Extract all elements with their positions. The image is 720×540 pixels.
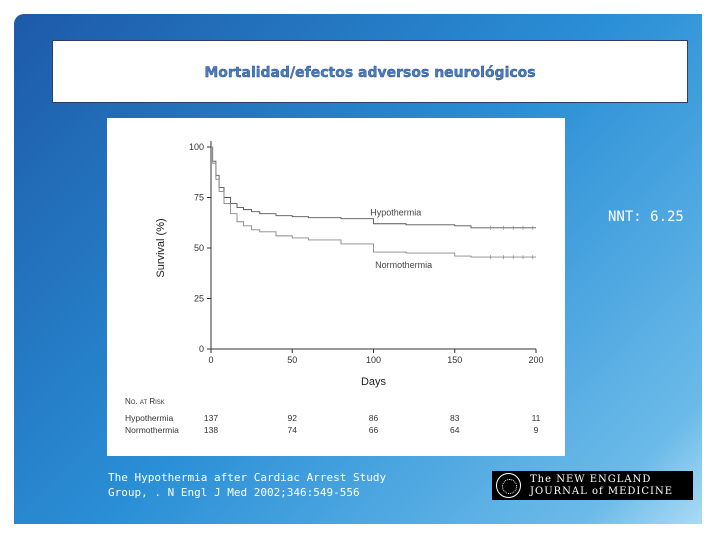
at-risk-row-label: Normothermia [125,425,179,435]
y-tick-label: 100 [189,142,204,152]
citation: The Hypothermia after Cardiac Arrest Stu… [108,470,386,500]
x-tick-label: 0 [208,355,213,365]
at-risk-value: 83 [450,413,460,423]
y-tick-label: 25 [194,294,204,304]
at-risk-value: 9 [534,425,539,435]
at-risk-value: 138 [204,425,218,435]
nnt-label: NNT: 6.25 [608,209,684,225]
slide-title: Mortalidad/efectos adversos neurológicos [204,65,536,81]
x-axis-label: Days [361,376,387,388]
nejm-logo-line-2: JOURNAL of MEDICINE [530,486,674,497]
at-risk-value: 74 [288,425,298,435]
at-risk-row-label: Hypothermia [125,413,173,423]
at-risk-value: 92 [288,413,298,423]
title-box: Mortalidad/efectos adversos neurológicos [52,40,688,103]
x-tick-label: 100 [366,355,381,365]
series-label-normothermia: Normothermia [375,260,432,270]
citation-line-2: Group, . N Engl J Med 2002;346:549-556 [108,486,360,499]
at-risk-value: 11 [532,413,541,423]
nejm-seal-icon [496,473,521,498]
series-label-hypothermia: Hypothermia [370,208,421,218]
nejm-logo: The NEW ENGLAND JOURNAL of MEDICINE [492,471,693,500]
series-line-normothermia [211,146,536,258]
y-tick-label: 75 [194,193,204,203]
citation-line-1: The Hypothermia after Cardiac Arrest Stu… [108,471,387,484]
y-tick-label: 50 [194,243,204,253]
survival-figure: 0 25 50 75 100 0 50 100 150 200 Days Survival (%) Hy… [107,118,565,456]
at-risk-value: 64 [450,425,460,435]
at-risk-value: 66 [369,425,379,435]
y-axis-label: Survival (%) [155,218,167,277]
x-tick-label: 150 [447,355,462,365]
x-tick-label: 50 [287,355,297,365]
x-tick-label: 200 [528,355,543,365]
at-risk-value: 137 [204,413,218,423]
nejm-logo-line-1: The NEW ENGLAND [530,474,652,485]
survival-chart: 0 25 50 75 100 0 50 100 150 200 Days Survival (%) Hy… [125,141,544,435]
at-risk-value: 86 [369,413,379,423]
y-tick-label: 0 [199,344,204,354]
at-risk-header: No. at Risk [125,397,165,406]
